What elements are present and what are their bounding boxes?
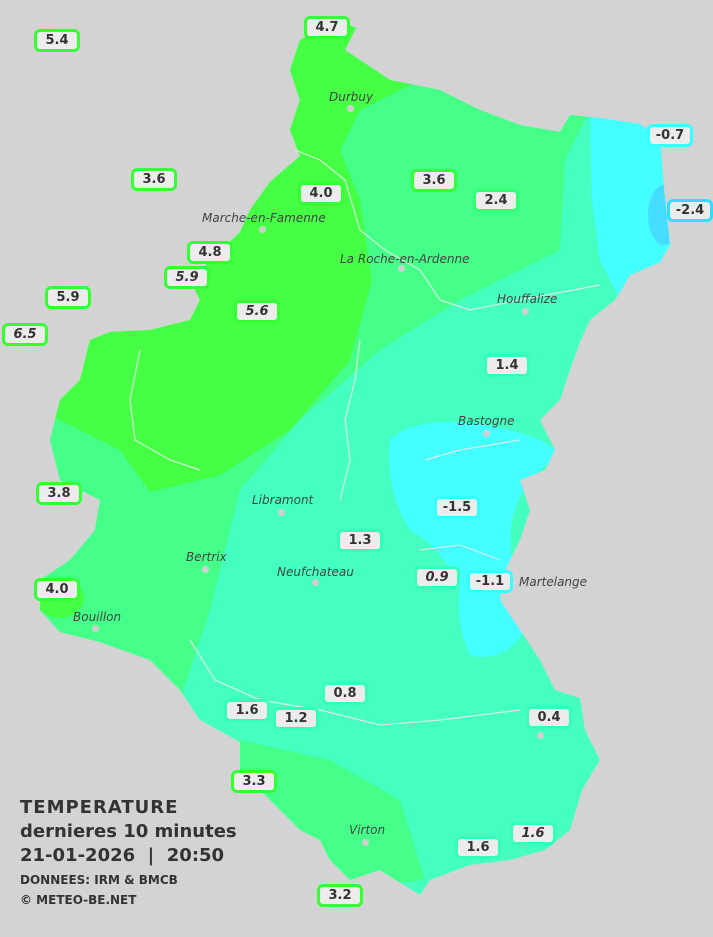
station-value-box: 1.3 [337,529,383,552]
city-label: Houffalize [497,292,558,306]
rivers [129,149,601,726]
city-dot [347,105,354,112]
station-value-box: 1.6 [510,822,556,845]
station-value-box: -1.1 [467,570,513,593]
station-value-box: 4.7 [304,16,350,39]
city-label: Neufchateau [277,565,354,579]
station-value-box: 1.4 [484,354,530,377]
city-dot [537,732,544,739]
station-value-box: 4.0 [34,578,80,601]
station-value-box: 6.5 [2,323,48,346]
city-label: Durbuy [329,90,374,104]
station-value-box: 1.2 [273,707,319,730]
station-value-box: 5.9 [45,286,91,309]
city-dot [398,265,405,272]
city-label: Marche-en-Famenne [202,211,326,225]
station-value-box: 5.6 [234,300,280,323]
city-dot [483,430,490,437]
station-value-box: 5.4 [34,29,80,52]
station-value-box: 3.2 [317,884,363,907]
city-dot [202,566,209,573]
map-title: TEMPERATURE [20,797,179,818]
station-value-box: 0.4 [526,706,572,729]
city-label: Libramont [252,493,314,507]
station-value-box: -1.5 [434,496,480,519]
map-timestamp: 21-01-2026 | 20:50 [20,845,225,866]
city-label: La Roche-en-Ardenne [340,252,470,266]
station-value-box: -0.7 [647,124,693,147]
station-value-box: 4.0 [298,182,344,205]
copyright: © METEO-BE.NET [20,893,137,907]
station-value-box: 3.8 [36,482,82,505]
city-label: Martelange [519,575,588,589]
city-dot [522,308,529,315]
station-value-box: 1.6 [455,836,501,859]
city-label: Bertrix [186,550,227,564]
station-value-box: 3.6 [131,168,177,191]
city-label: Virton [349,823,386,837]
map-subtitle: dernieres 10 minutes [20,821,237,842]
map-legend: TEMPERATURE dernieres 10 minutes 21-01-2… [20,796,237,910]
station-value-box: 0.8 [322,682,368,705]
station-value-box: 2.4 [473,189,519,212]
city-dot [362,839,369,846]
station-value-box: 1.6 [224,699,270,722]
station-value-box: -2.4 [667,199,713,222]
station-value-box: 4.8 [187,241,233,264]
city-label: Bouillon [73,610,122,624]
station-value-box: 3.6 [411,169,457,192]
city-dot [92,625,99,632]
zone-2-to-4-south [230,738,425,890]
city-dot [278,509,285,516]
city-dot [312,579,319,586]
zone-below-minus2 [648,185,670,245]
station-value-box: 5.9 [164,266,210,289]
data-source: DONNEES: IRM & BMCB [20,873,178,887]
station-value-box: 3.3 [231,770,277,793]
city-dot [259,226,266,233]
station-value-box: 0.9 [414,566,460,589]
city-label: Bastogne [458,414,515,428]
